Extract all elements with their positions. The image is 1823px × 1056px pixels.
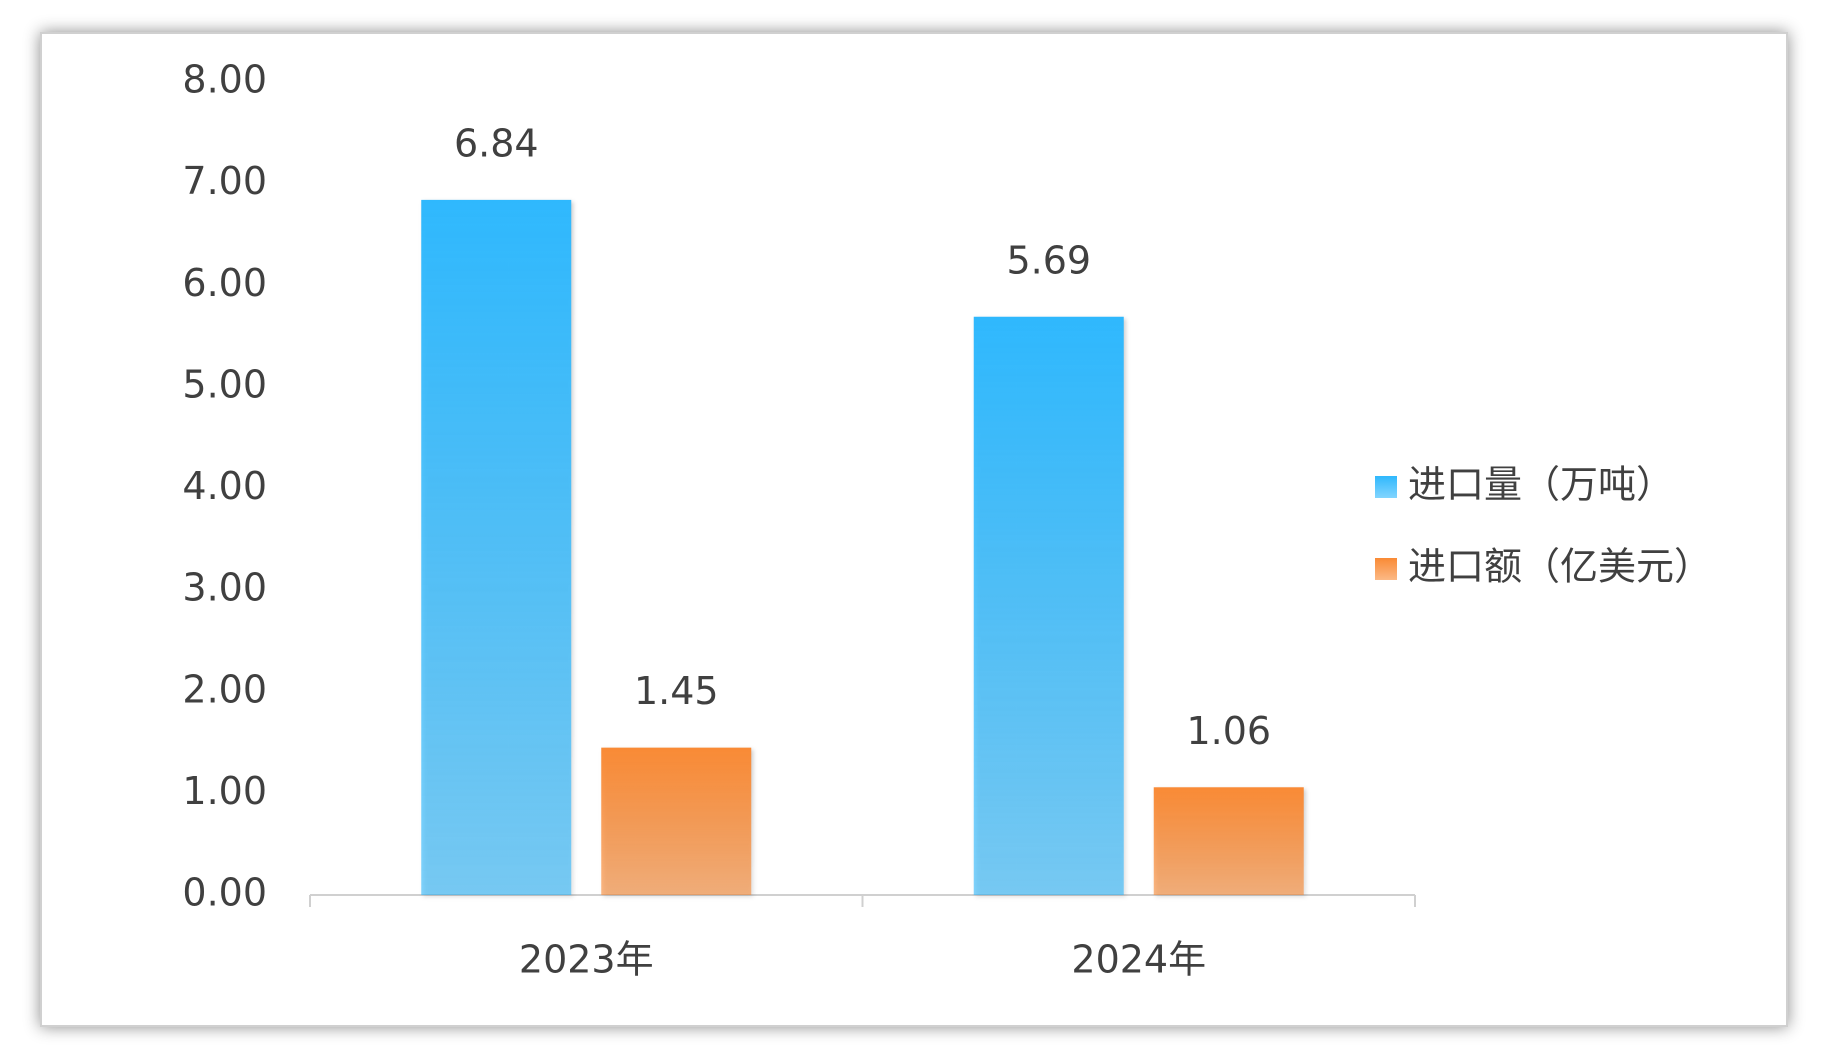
y-tick-label: 1.00 (182, 769, 267, 813)
y-tick-label: 7.00 (182, 159, 267, 203)
y-tick-label: 3.00 (182, 566, 267, 610)
data-label: 6.84 (454, 121, 539, 165)
bar (421, 199, 572, 895)
y-tick-label: 8.00 (182, 58, 267, 102)
legend-swatch (1375, 476, 1397, 498)
bar (973, 316, 1124, 895)
data-label: 5.69 (1006, 238, 1091, 282)
y-tick-label: 5.00 (182, 362, 267, 406)
data-label: 1.06 (1186, 709, 1271, 753)
y-tick-label: 4.00 (182, 464, 267, 508)
bar (1153, 787, 1304, 895)
bar (601, 747, 752, 895)
legend-label: 进口额（亿美元） (1408, 545, 1712, 589)
legend-label: 进口量（万吨） (1408, 463, 1674, 507)
x-tick-label: 2023年 (519, 938, 654, 982)
data-label: 1.45 (634, 669, 719, 713)
y-tick-label: 6.00 (182, 261, 267, 305)
y-tick-label: 0.00 (182, 871, 267, 915)
x-tick-label: 2024年 (1071, 938, 1206, 982)
y-tick-label: 2.00 (182, 667, 267, 711)
chart-frame (40, 32, 1788, 1027)
legend-swatch (1375, 558, 1397, 580)
